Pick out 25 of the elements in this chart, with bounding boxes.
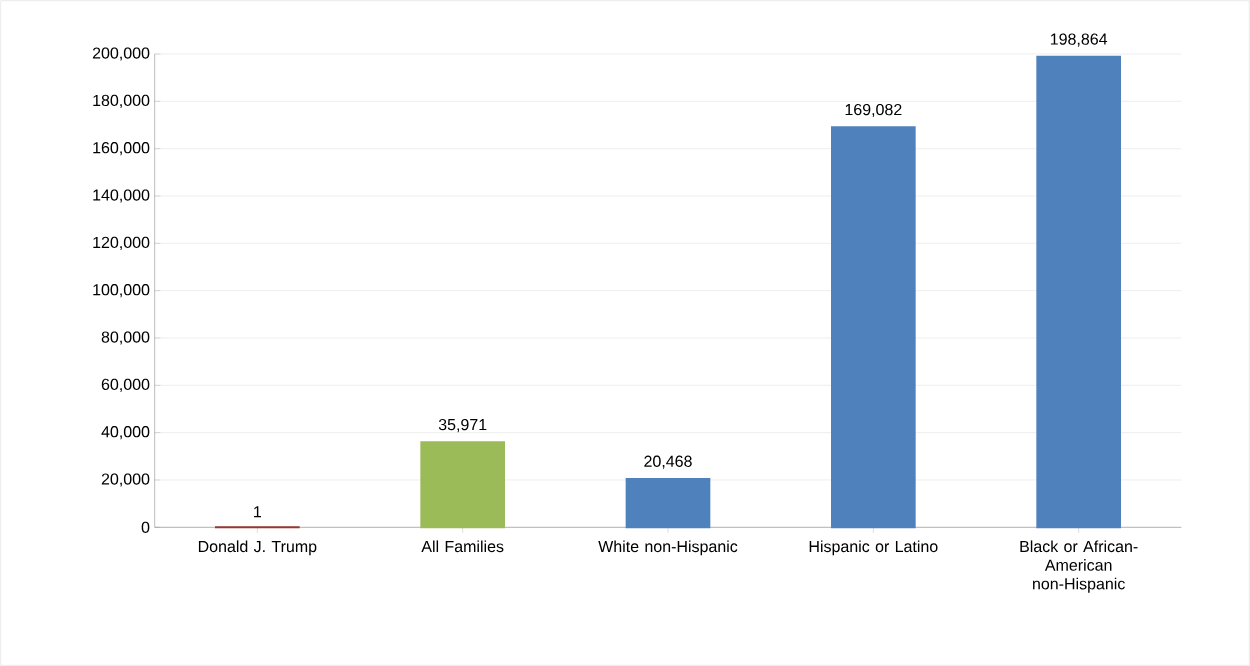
y-tick-label: 40,000 <box>101 426 150 440</box>
data-label: 198,864 <box>1050 33 1108 47</box>
x-tick-label: Black or African-American non-Hispanic <box>1020 540 1138 593</box>
x-tick-label: All Families <box>421 540 504 553</box>
y-tick-label: 200,000 <box>92 47 150 61</box>
y-tick-label: 120,000 <box>93 236 150 250</box>
y-tick-label: 60,000 <box>101 378 150 392</box>
bar <box>420 441 505 529</box>
y-tick-label: 160,000 <box>93 142 150 156</box>
bar <box>831 126 916 529</box>
y-tick-label: 140,000 <box>93 189 150 203</box>
x-tick-label: White non-Hispanic <box>598 540 738 556</box>
x-tick-label: Donald J. Trump <box>198 540 317 556</box>
data-label: 35,971 <box>438 418 487 433</box>
y-tick-label: 20,000 <box>101 473 150 487</box>
data-label: 1 <box>254 506 261 518</box>
x-tick-label: Hispanic or Latino <box>809 540 938 556</box>
y-tick-label: 100,000 <box>93 284 150 298</box>
y-tick-label: 80,000 <box>101 331 150 345</box>
data-label: 20,468 <box>644 455 692 469</box>
y-tick-label: 0 <box>141 521 150 533</box>
data-label: 169,082 <box>845 103 902 118</box>
bar <box>625 477 711 529</box>
bar <box>1036 55 1121 529</box>
y-tick-label: 180,000 <box>93 94 150 108</box>
